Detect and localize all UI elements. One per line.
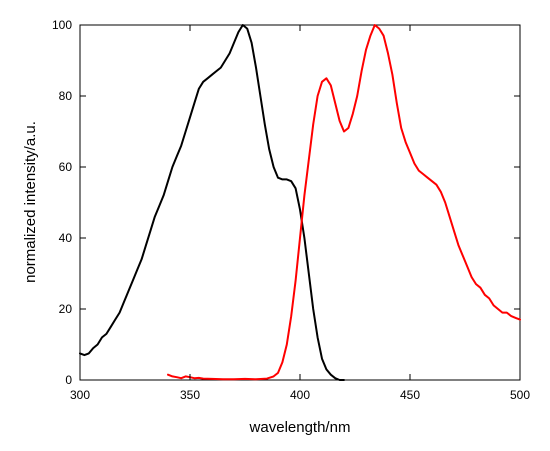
- x-tick-label: 500: [510, 388, 530, 402]
- series-line-1: [79, 24, 345, 381]
- y-tick-label: 80: [59, 89, 73, 103]
- x-tick-label: 450: [400, 388, 420, 402]
- plot-frame: [79, 24, 521, 381]
- y-tick-label: 0: [65, 373, 72, 387]
- x-tick-label: 350: [180, 388, 200, 402]
- y-tick-label: 60: [59, 160, 73, 174]
- tick-layer: 300 350 400 450 500 0 20 40 60 80 100: [52, 18, 530, 402]
- y-axis-title: normalized intensity/a.u.: [22, 121, 39, 283]
- y-tick-label: 100: [52, 18, 72, 32]
- series-line-2: [167, 24, 521, 381]
- series-layer: [79, 24, 521, 381]
- y-tick-label: 40: [59, 231, 73, 245]
- x-tick-label: 400: [290, 388, 310, 402]
- x-axis-title: wavelength/nm: [249, 419, 351, 436]
- x-tick-label: 300: [70, 388, 90, 402]
- y-tick-label: 20: [59, 302, 73, 316]
